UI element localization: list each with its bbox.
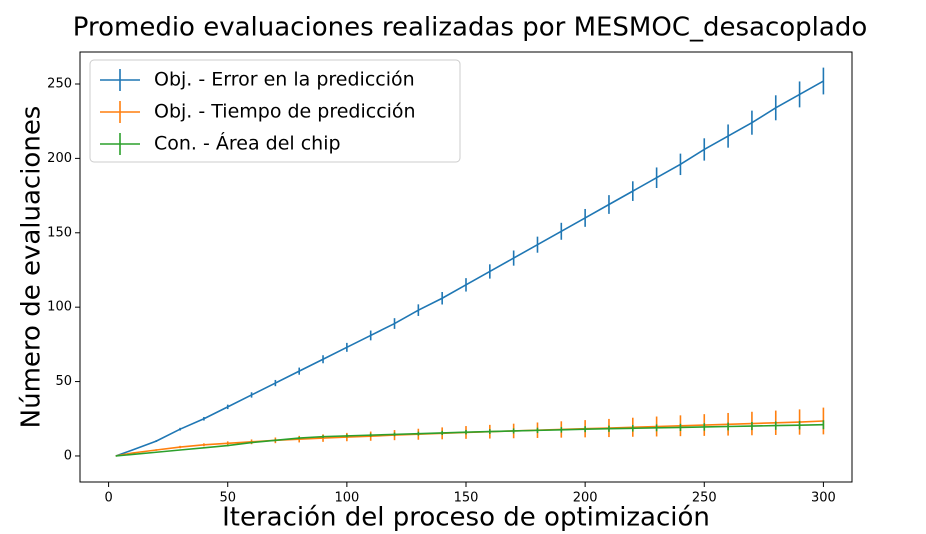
y-tick-label: 150 (47, 225, 72, 240)
y-tick-label: 0 (64, 448, 72, 463)
x-tick-label: 50 (219, 491, 236, 506)
y-axis-label: Número de evaluaciones (17, 106, 47, 429)
y-tick-label: 100 (47, 300, 72, 315)
plot-frame (79, 51, 853, 483)
legend-label: Obj. - Tiempo de predicción (154, 101, 416, 123)
x-tick-label: 100 (334, 491, 359, 506)
x-tick-label: 0 (104, 491, 112, 506)
x-tick-label: 250 (692, 491, 717, 506)
legend-label: Obj. - Error en la predicción (154, 69, 415, 91)
x-tick-label: 300 (811, 491, 836, 506)
x-tick-label: 150 (454, 491, 479, 506)
x-axis-label: Iteración del proceso de optimización (222, 503, 710, 533)
series-line (115, 423, 824, 457)
legend-box (89, 59, 461, 163)
y-tick-label: 250 (47, 76, 72, 91)
y-tick-label: 200 (47, 151, 72, 166)
x-tick-label: 200 (573, 491, 598, 506)
chart-title: Promedio evaluaciones realizadas por MES… (73, 13, 868, 43)
y-tick-label: 50 (55, 374, 72, 389)
legend-label: Con. - Área del chip (154, 132, 341, 155)
